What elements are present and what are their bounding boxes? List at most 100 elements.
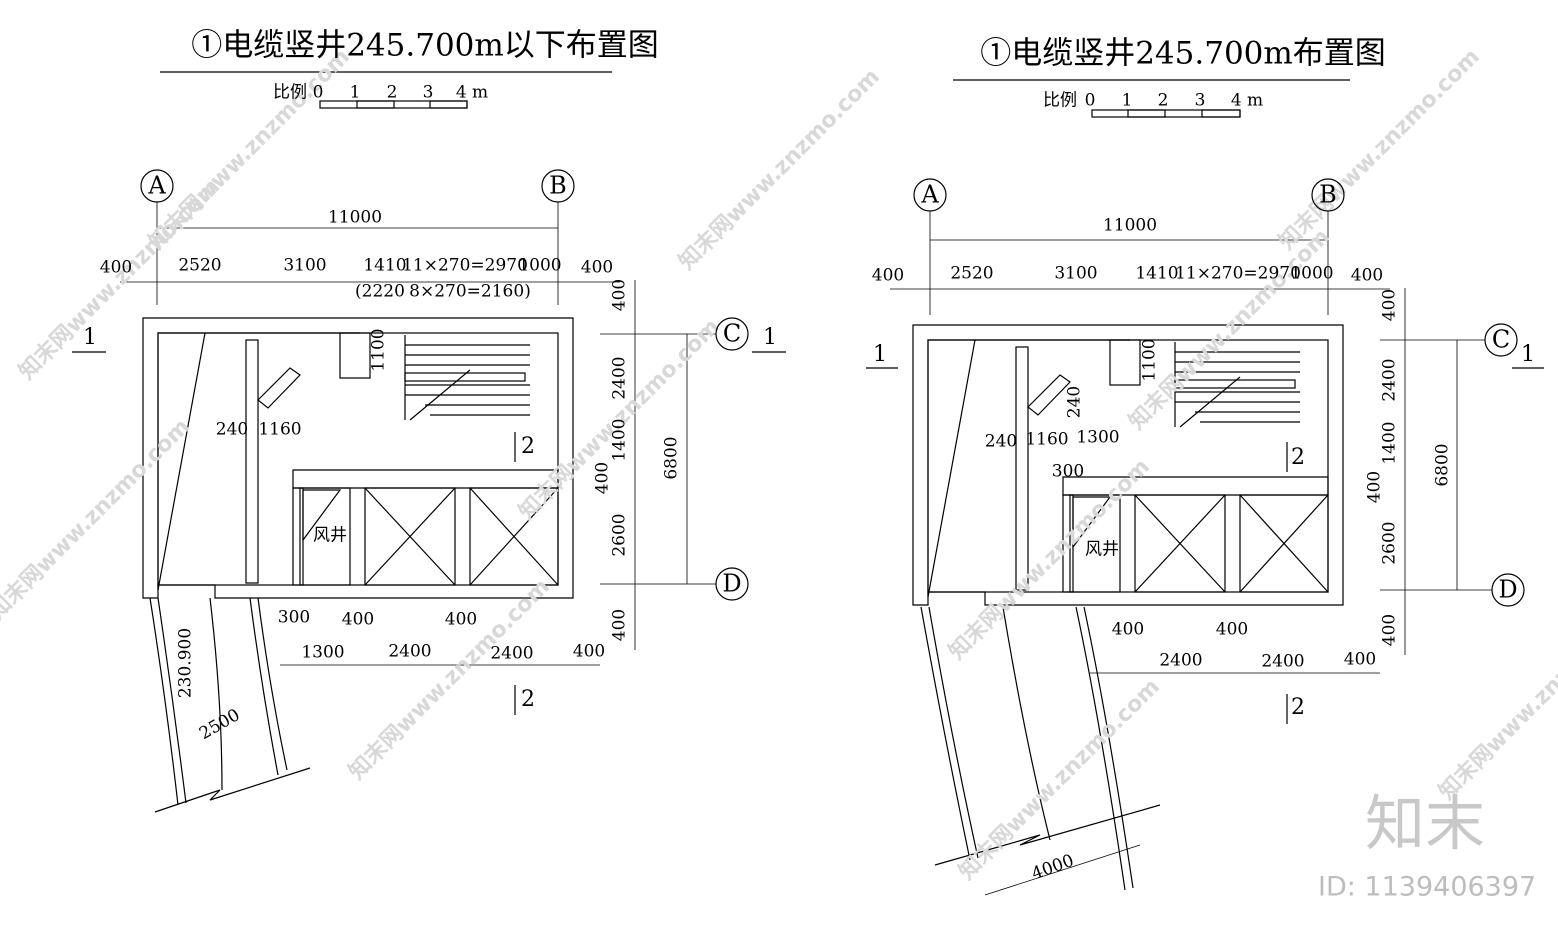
- dimension: 3100: [1054, 264, 1097, 284]
- axis-bubble: [1311, 178, 1345, 212]
- watermark: 知末网www.znzmo.com: [954, 674, 1165, 885]
- dimension: 2400: [1261, 652, 1304, 672]
- dimension: 6800: [662, 436, 682, 479]
- dimension: 400: [581, 258, 613, 278]
- dimension: 400: [445, 610, 477, 630]
- dimension: 400: [1216, 620, 1248, 640]
- dimension: 8×270=2160): [409, 282, 531, 302]
- axis-label: D: [1498, 576, 1517, 604]
- dimension: 1000: [1290, 264, 1333, 284]
- scale-tick: 3: [423, 83, 434, 103]
- dimension: 2520: [950, 264, 993, 284]
- elevation-label: 230.900: [176, 628, 196, 698]
- dimension: 400: [610, 279, 630, 311]
- dimension: 400: [1112, 620, 1144, 640]
- axis-bubble: [1491, 573, 1525, 607]
- scale-tick: 1: [1122, 91, 1133, 111]
- dimension: 400: [872, 266, 904, 286]
- watermark: 知末网www.znzmo.com: [344, 574, 555, 785]
- watermark: 知末网www.znzmo.com: [144, 44, 355, 255]
- axis-bubble: [1484, 323, 1518, 357]
- axis-label: A: [920, 181, 939, 209]
- dimension: 11×270=2970: [402, 256, 528, 276]
- scale-tick: 2: [387, 83, 398, 103]
- dimension: 2600: [1380, 521, 1400, 564]
- dimension: 1400: [610, 418, 630, 461]
- scale-tick: 1: [350, 83, 361, 103]
- axis-label: C: [723, 320, 741, 348]
- dimension: 1160: [1025, 430, 1068, 450]
- dimension: 2400: [610, 356, 630, 399]
- brand: 知末: [1365, 790, 1485, 860]
- id-label: ID: 1139406397: [1318, 872, 1536, 903]
- axis-label: B: [549, 172, 567, 200]
- dimension: 1100: [1140, 338, 1160, 381]
- section-mark: 2: [521, 687, 535, 712]
- dimension: 1300: [301, 643, 344, 663]
- dimension: 400: [593, 462, 613, 494]
- dimension: 240: [1065, 386, 1085, 418]
- dimension: 2520: [178, 256, 221, 276]
- dimension: 400: [573, 642, 605, 662]
- watermark: 知末网www.znzmo.com: [1124, 224, 1335, 435]
- dimension: 400: [342, 610, 374, 630]
- axis-label: D: [722, 570, 741, 598]
- scale-tick: 4 m: [456, 83, 488, 103]
- scale-tick: 3: [1195, 91, 1206, 111]
- dimension: 3100: [283, 256, 326, 276]
- title: ①电缆竖井245.700m以下布置图: [191, 28, 659, 64]
- scale-tick: 0: [1085, 91, 1096, 111]
- right-plan: [866, 79, 1544, 896]
- dimension: 1160: [258, 420, 301, 440]
- room-label: 风井: [313, 526, 347, 546]
- dimension: 400: [1344, 650, 1376, 670]
- dimension: 11×270=2970: [1175, 264, 1301, 284]
- section-mark: 1: [873, 342, 887, 367]
- axis-bubble: [715, 567, 749, 601]
- dimension: 11000: [328, 208, 382, 228]
- dimension: 2400: [1159, 651, 1202, 671]
- dimension: 2400: [388, 642, 431, 662]
- section-mark: 1: [763, 325, 777, 350]
- section-mark: 2: [521, 434, 535, 459]
- room-label: 风井: [1085, 540, 1119, 560]
- section-mark: 2: [1291, 695, 1305, 720]
- scale-tick: 0: [313, 83, 324, 103]
- dimension: 400: [1380, 614, 1400, 646]
- dimension: 4000: [1029, 851, 1076, 885]
- dimension: 300: [278, 608, 310, 628]
- dimension: 240: [216, 420, 248, 440]
- dimension: 1300: [1076, 428, 1119, 448]
- dimension: 2400: [1380, 358, 1400, 401]
- dimension: (2220: [355, 282, 405, 302]
- dimension: 300: [1052, 462, 1084, 482]
- section-mark: 1: [1521, 342, 1535, 367]
- scale-label: 比例: [273, 83, 307, 103]
- axis-bubble: [715, 317, 749, 351]
- dimension: 400: [100, 258, 132, 278]
- dimension: 240: [985, 432, 1017, 452]
- left-plan: [72, 71, 786, 813]
- dimension: 400: [1380, 289, 1400, 321]
- axis-label: B: [1319, 181, 1337, 209]
- scale-tick: 4 m: [1231, 91, 1263, 111]
- watermark: 知末网www.znzmo.com: [1274, 44, 1485, 255]
- watermark: 知末网www.znzmo.com: [674, 64, 885, 275]
- dimension: 400: [1351, 266, 1383, 286]
- dimension: 1100: [369, 328, 389, 371]
- watermark: 知末网www.znzmo.com: [0, 414, 195, 625]
- scale-tick: 2: [1158, 91, 1169, 111]
- dimension: 2600: [610, 513, 630, 556]
- axis-bubble: [913, 178, 947, 212]
- dimension: 1410: [1135, 264, 1178, 284]
- dimension: 1000: [518, 256, 561, 276]
- scale-label: 比例: [1043, 91, 1077, 111]
- dimension: 400: [1365, 471, 1385, 503]
- axis-bubble: [541, 169, 575, 203]
- dimension: 1410: [363, 256, 406, 276]
- dimension: 11000: [1103, 216, 1157, 236]
- dimension: 1400: [1380, 421, 1400, 464]
- section-mark: 1: [83, 325, 97, 350]
- title: ①电缆竖井245.700m布置图: [980, 36, 1386, 72]
